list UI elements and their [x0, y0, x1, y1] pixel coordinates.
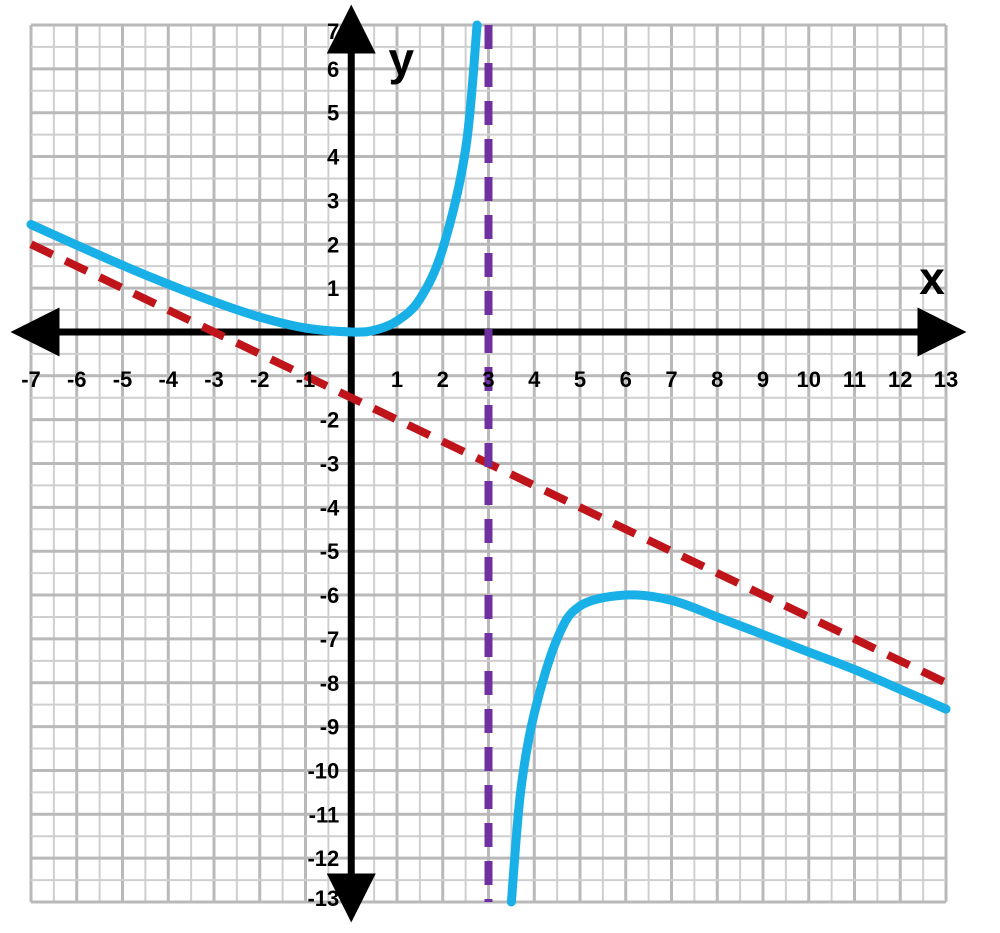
x-tick-label: -6 — [67, 367, 87, 392]
x-tick-label: -4 — [158, 367, 178, 392]
y-tick-label: 6 — [327, 57, 339, 82]
x-tick-label: 1 — [391, 367, 403, 392]
series — [26, 20, 951, 907]
y-tick-label: -13 — [307, 886, 339, 911]
x-tick-label: 3 — [482, 367, 494, 392]
y-tick-label: -3 — [320, 452, 340, 477]
x-tick-label: -5 — [113, 367, 133, 392]
y-tick-label: 4 — [327, 145, 340, 170]
y-tick-label: -8 — [320, 671, 340, 696]
x-tick-label: 8 — [711, 367, 723, 392]
x-tick-label: 9 — [757, 367, 769, 392]
x-axis-label: x — [919, 252, 945, 304]
function-curve-branch — [26, 20, 482, 337]
y-tick-label: -12 — [307, 846, 339, 871]
y-tick-label: -6 — [320, 583, 340, 608]
x-tick-label: 11 — [843, 367, 866, 392]
y-tick-label: -2 — [320, 408, 340, 433]
y-tick-label: -4 — [320, 495, 340, 520]
y-tick-label: -10 — [307, 758, 339, 783]
y-tick-label: 2 — [327, 232, 339, 257]
y-tick-label: 7 — [327, 19, 339, 44]
y-tick-label: 5 — [327, 101, 339, 126]
x-tick-label: -7 — [21, 367, 41, 392]
y-axis-label: y — [388, 33, 414, 85]
function-curve-branch — [506, 590, 951, 907]
y-tick-label: 3 — [327, 188, 339, 213]
tick-labels: -7 -6 -5 -4 -3 -2 -1 1 2 3 4 5 6 7 8 9 10 11 12 137654321-2… — [21, 19, 958, 911]
x-tick-label: 13 — [934, 367, 958, 392]
x-tick-label: 12 — [888, 367, 912, 392]
y-tick-label: -11 — [309, 802, 340, 827]
x-tick-label: 5 — [574, 367, 586, 392]
x-tick-label: 2 — [437, 367, 449, 392]
x-tick-label: 7 — [665, 367, 677, 392]
x-tick-label: 4 — [528, 367, 541, 392]
x-tick-label: -1 — [296, 367, 316, 392]
x-tick-label: 10 — [797, 367, 821, 392]
y-tick-label: -9 — [320, 715, 340, 740]
x-tick-label: 6 — [620, 367, 632, 392]
y-tick-label: -7 — [320, 627, 340, 652]
x-tick-label: -2 — [250, 367, 270, 392]
x-tick-label: -3 — [204, 367, 224, 392]
y-tick-label: 1 — [327, 276, 339, 301]
y-tick-label: -5 — [320, 539, 340, 564]
